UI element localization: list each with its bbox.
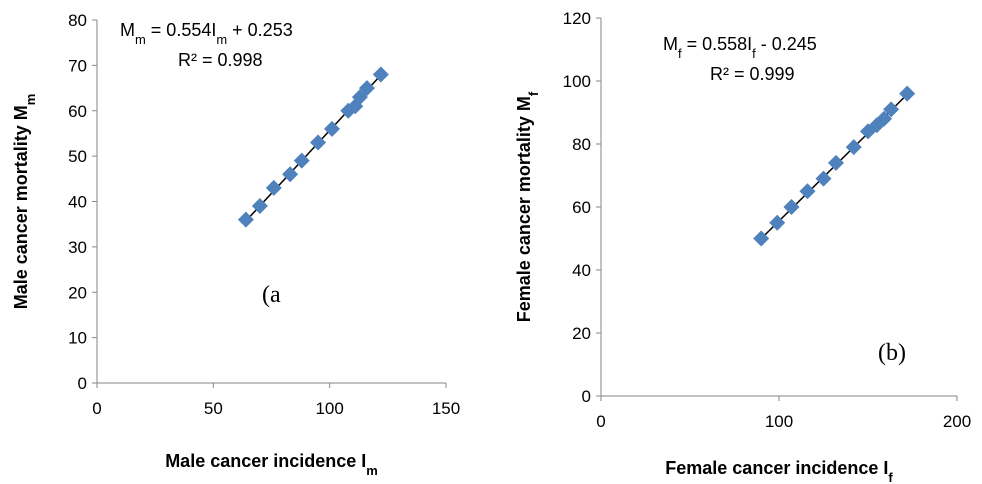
data-point: [358, 80, 375, 97]
data-point: [799, 183, 816, 200]
x-tick-label: 50: [204, 399, 223, 418]
y-axis-label-text: Female cancer mortality M: [514, 96, 534, 322]
data-point: [251, 198, 268, 215]
y-tick-label: 30: [68, 238, 87, 257]
x-tick-label: 200: [943, 412, 971, 431]
x-axis-label-text: Female cancer incidence I: [665, 458, 888, 478]
data-point: [351, 89, 368, 106]
x-tick-label: 0: [596, 412, 605, 431]
x-axis-label-subscript: m: [366, 463, 378, 478]
y-axis-label-subscript: m: [23, 94, 38, 106]
y-tick-label: 70: [68, 56, 87, 75]
y-tick-label: 0: [78, 374, 87, 393]
data-point: [293, 152, 310, 169]
data-point: [323, 120, 340, 137]
equation-rhs: + 0.253: [227, 20, 293, 40]
panel-label: (a: [262, 282, 281, 308]
equation-mid-subscript: m: [216, 32, 227, 47]
y-axis-label: Male cancer mortality Mm: [11, 94, 38, 310]
x-axis-label-subscript: f: [888, 470, 893, 484]
equation-lhs: M: [120, 20, 135, 40]
x-tick-label: 150: [432, 399, 460, 418]
data-point: [282, 166, 299, 183]
y-tick-label: 20: [572, 324, 591, 343]
y-tick-label: 40: [68, 193, 87, 212]
equation-lhs: M: [663, 34, 678, 54]
equation-lhs-subscript: m: [135, 32, 146, 47]
y-tick-label: 60: [68, 102, 87, 121]
data-point: [237, 211, 254, 228]
y-tick-label: 10: [68, 329, 87, 348]
trendline-equation: Mf = 0.558If - 0.245: [663, 34, 817, 61]
x-axis-label-text: Male cancer incidence I: [165, 451, 366, 471]
panel-label: (b): [878, 340, 906, 366]
y-axis-label-text: Male cancer mortality M: [11, 105, 31, 309]
data-point: [827, 154, 844, 171]
y-tick-label: 100: [563, 72, 591, 91]
data-point: [372, 66, 389, 83]
data-point: [783, 199, 800, 215]
equation-mid-subscript: f: [752, 46, 756, 61]
x-axis-label: Female cancer incidence If: [665, 458, 893, 484]
x-axis-label: Male cancer incidence Im: [165, 451, 378, 478]
y-tick-label: 0: [582, 387, 591, 406]
y-tick-label: 60: [572, 198, 591, 217]
y-axis-label: Female cancer mortality Mf: [514, 91, 541, 322]
equation-mid: = 0.558I: [682, 34, 753, 54]
data-point: [265, 179, 282, 196]
r-squared-label: R² = 0.998: [178, 50, 263, 70]
x-tick-label: 0: [92, 399, 101, 418]
data-point: [310, 134, 327, 151]
y-tick-label: 120: [563, 9, 591, 28]
y-tick-label: 80: [572, 135, 591, 154]
x-tick-label: 100: [765, 412, 793, 431]
y-tick-label: 80: [68, 11, 87, 30]
trendline-equation: Mm = 0.554Im + 0.253: [120, 20, 293, 47]
data-point: [876, 110, 893, 127]
y-tick-label: 50: [68, 147, 87, 166]
y-tick-label: 40: [572, 261, 591, 280]
data-point: [769, 214, 786, 231]
x-tick-label: 100: [315, 399, 343, 418]
data-point: [753, 230, 770, 247]
y-axis-label-subscript: f: [526, 91, 541, 96]
data-point: [815, 170, 832, 187]
data-point: [845, 139, 862, 156]
r-squared-label: R² = 0.999: [710, 64, 795, 84]
equation-lhs-subscript: f: [678, 46, 682, 61]
equation-rhs: - 0.245: [756, 34, 817, 54]
equation-mid: = 0.554I: [146, 20, 217, 40]
data-point: [899, 85, 916, 102]
data-point: [883, 101, 900, 118]
y-tick-label: 20: [68, 283, 87, 302]
